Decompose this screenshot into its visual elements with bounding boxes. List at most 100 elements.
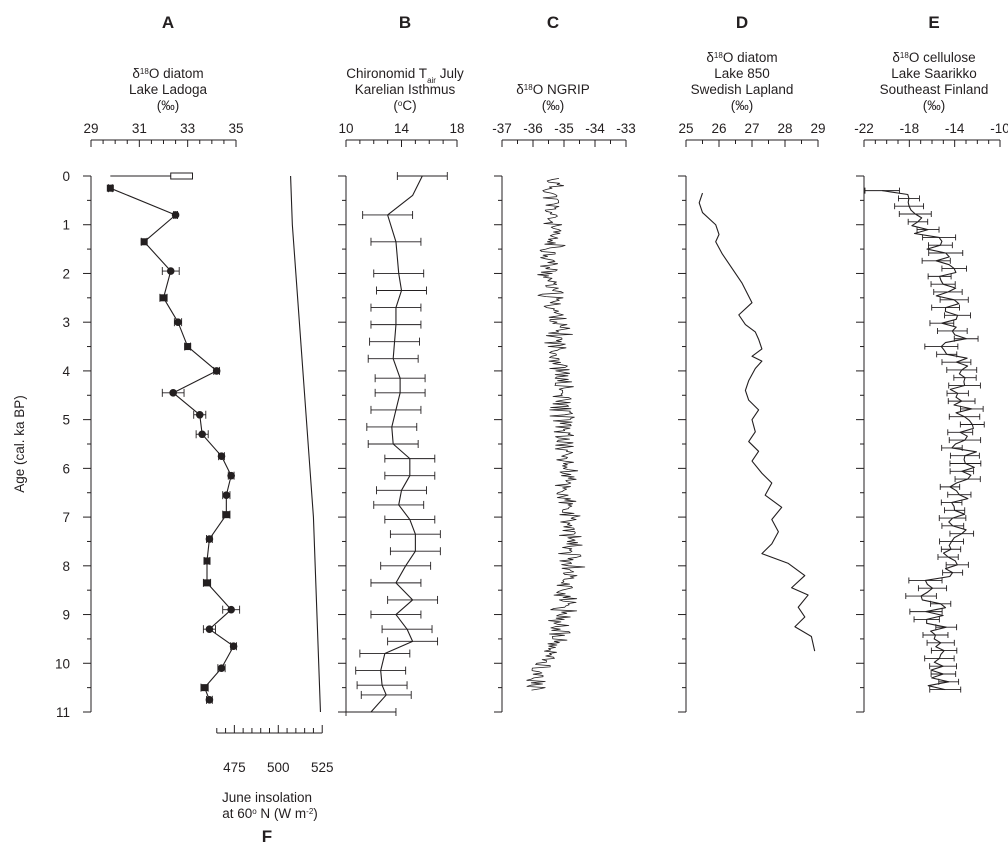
y-tick-label: 10 <box>55 656 70 671</box>
x-tick-label: 10 <box>338 121 353 136</box>
y-tick-label: 4 <box>62 364 70 379</box>
y-tick-label: 9 <box>62 608 70 623</box>
x-tick-label: 29 <box>83 121 98 136</box>
saarikko-line <box>882 190 977 691</box>
insolation-title-line-part: ) <box>313 806 318 821</box>
data-point <box>227 471 235 480</box>
panel-title-line: (‰) <box>923 98 946 113</box>
insolation-title-line: June insolation <box>222 790 312 805</box>
x-tick-label: -36 <box>523 121 543 136</box>
panel-letter: A <box>162 13 174 32</box>
panel-title-line-part: Swedish Lapland <box>691 82 794 97</box>
insolation-title-line-part: -2 <box>306 807 314 816</box>
panel-title-line-part: δ <box>132 66 140 81</box>
data-point <box>222 491 231 499</box>
data-point <box>205 535 214 543</box>
panel-title-line: (oC) <box>393 98 416 113</box>
x-tick-label: -22 <box>854 121 874 136</box>
panel-title-line: Swedish Lapland <box>691 82 794 97</box>
y-tick-label: 11 <box>56 705 70 720</box>
panel-title-line: Southeast Finland <box>880 82 989 97</box>
panel-title-line: Karelian Isthmus <box>355 82 456 97</box>
data-point <box>227 605 235 614</box>
data-point <box>166 267 175 275</box>
panel-title-line-part: Karelian Isthmus <box>355 82 456 97</box>
data-point-square <box>222 511 230 519</box>
x-tick-label: 29 <box>810 121 825 136</box>
x-tick-label: -14 <box>945 121 965 136</box>
data-point <box>205 696 214 704</box>
ngrip-line <box>526 178 586 691</box>
panel-title-line: (‰) <box>157 98 180 113</box>
panel-letter: B <box>399 13 411 32</box>
x-tick-label: -34 <box>585 121 605 136</box>
panel-letter: C <box>547 13 559 32</box>
panel-letter: E <box>928 13 939 32</box>
panel-title-line: (‰) <box>542 98 565 113</box>
panel-title-line-part: 18 <box>714 51 723 60</box>
panel-title-line-part: (‰) <box>542 98 565 113</box>
x-tick-label: -10 <box>990 121 1008 136</box>
insolation-tick-label: 500 <box>267 760 290 775</box>
data-point <box>174 318 182 326</box>
y-tick-label: 0 <box>62 169 70 184</box>
x-tick-label: 14 <box>394 121 410 136</box>
panel-title-line-part: (‰) <box>157 98 180 113</box>
panel-title-line-part: δ <box>516 82 524 97</box>
y-tick-label: 6 <box>62 461 70 476</box>
panel-title-line-part: (‰) <box>731 98 754 113</box>
y-axis: 0 1 2 3 4 5 6 7 8 9 10 11 <box>55 169 92 720</box>
data-point <box>217 452 226 460</box>
modern-range-box <box>170 172 193 180</box>
panel-title-line-part: Chironomid T <box>346 66 427 81</box>
data-point <box>217 664 226 672</box>
data-point-square <box>140 238 148 246</box>
insolation-title-line-part: N (W m <box>257 806 307 821</box>
y-tick-label: 3 <box>62 315 70 330</box>
insolation-line <box>290 175 322 713</box>
data-point-square <box>106 184 114 192</box>
y-tick-label: 2 <box>62 266 70 281</box>
lake850-line <box>698 192 816 652</box>
data-point <box>169 389 177 397</box>
panel-title-line-part: Lake 850 <box>714 66 770 81</box>
insolation-title-line-part: o <box>252 807 257 816</box>
insolation-tick-label: 525 <box>311 760 334 775</box>
data-point-square <box>184 343 192 351</box>
insolation-title-line-part: at 60 <box>222 806 252 821</box>
panel-title-line: Chironomid Tair July <box>346 66 464 85</box>
panel-title-line-part: Southeast Finland <box>880 82 989 97</box>
panel-title-line-part: O diatom <box>723 50 778 65</box>
panel-title-line-part: air <box>427 76 436 85</box>
data-point-square <box>201 684 209 692</box>
data-point-square <box>160 294 167 302</box>
panel-title-line-part: Lake Saarikko <box>891 66 977 81</box>
y-tick-label: 5 <box>62 413 70 428</box>
x-tick-label: 31 <box>132 121 147 136</box>
x-tick-label: 26 <box>711 121 726 136</box>
panel-letter: D <box>736 13 748 32</box>
insolation-tick-label: 475 <box>223 760 246 775</box>
panel-title-line: δ18O cellulose <box>892 50 975 65</box>
data-point <box>212 367 221 375</box>
panel-title-line: δ18O NGRIP <box>516 82 589 97</box>
panel-title-line-part: O diatom <box>149 66 204 81</box>
x-tick-label: -33 <box>616 121 636 136</box>
ladoga-line <box>110 187 235 701</box>
data-point-square <box>203 579 211 587</box>
data-point <box>198 430 206 439</box>
data-point <box>205 625 214 633</box>
x-tick-label: 35 <box>228 121 243 136</box>
panel-title-line-part: C) <box>402 98 416 113</box>
insolation-title-line: at 60o N (W m-2) <box>222 806 318 821</box>
y-tick-label: 1 <box>62 218 70 233</box>
y-tick-label: 8 <box>62 559 70 574</box>
